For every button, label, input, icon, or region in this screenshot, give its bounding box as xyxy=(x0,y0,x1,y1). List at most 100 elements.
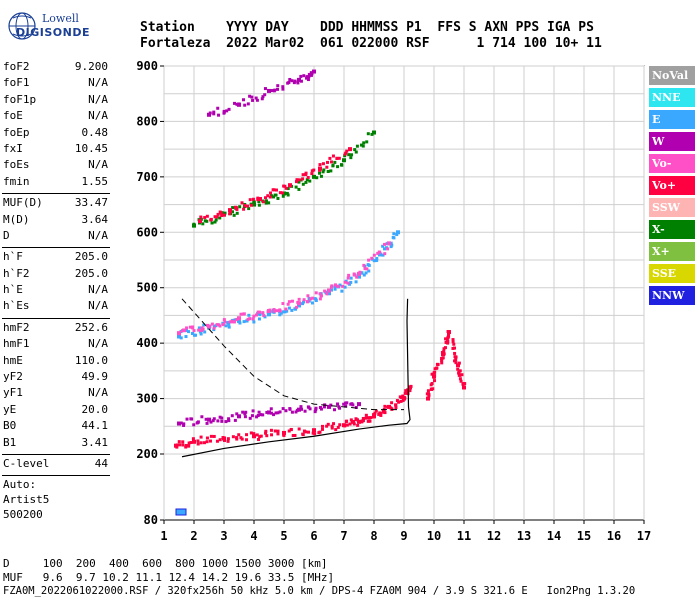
echo-point xyxy=(288,184,292,188)
echo-point xyxy=(333,285,337,289)
echo-point xyxy=(394,406,398,410)
echo-point xyxy=(335,156,339,160)
echo-point xyxy=(276,429,280,433)
echo-point xyxy=(367,269,371,273)
echo-point xyxy=(182,328,186,332)
param-value: N/A xyxy=(88,299,108,313)
echo-point xyxy=(223,320,227,324)
echo-point xyxy=(325,424,329,428)
echo-point xyxy=(230,210,234,214)
echo-point xyxy=(252,202,256,207)
echo-point xyxy=(242,320,246,324)
echo-point xyxy=(269,191,273,195)
echo-point xyxy=(187,444,191,448)
param-row: B0 44.1 xyxy=(0,419,112,435)
echo-point xyxy=(287,306,291,310)
echo-point xyxy=(260,97,264,101)
echo-point xyxy=(281,407,285,411)
echo-point xyxy=(299,405,303,409)
echo-point xyxy=(301,182,305,186)
echo-series xyxy=(177,241,391,336)
echo-point xyxy=(241,410,245,414)
echo-point xyxy=(257,437,261,441)
echo-point xyxy=(212,110,216,114)
echo-point xyxy=(248,94,252,98)
param-value: 3.41 xyxy=(81,435,109,449)
echo-point xyxy=(226,439,230,443)
echo-point xyxy=(270,89,274,93)
scaled-parameters-panel: foF2 9.200 foF1 N/A foF1p N/A foE N/A foEp 0.48 fx… xyxy=(0,60,112,523)
x-tick-label: 16 xyxy=(607,529,621,543)
echo-point xyxy=(312,168,316,172)
echo-point xyxy=(430,382,434,386)
echo-point xyxy=(462,385,466,390)
param-value: 9.200 xyxy=(74,60,108,73)
logo-brand-line1: Lowell xyxy=(42,12,79,25)
echo-point xyxy=(269,428,273,432)
echo-point xyxy=(292,81,296,85)
echo-point xyxy=(408,385,412,390)
echo-point xyxy=(459,379,463,383)
echo-point xyxy=(297,427,301,431)
echo-point xyxy=(381,253,385,257)
echo-point xyxy=(240,437,244,441)
echo-point xyxy=(322,405,326,409)
echo-point xyxy=(196,442,200,446)
echo-point xyxy=(264,431,268,435)
echo-point xyxy=(341,284,345,288)
param-row: MUF(D) 33.47 xyxy=(0,196,112,212)
echo-point xyxy=(266,194,270,198)
echo-point xyxy=(305,75,309,79)
echo-point xyxy=(336,165,340,169)
echo-point xyxy=(251,197,255,201)
echo-point xyxy=(318,166,322,171)
echo-point xyxy=(273,429,277,433)
echo-point xyxy=(321,424,325,428)
echo-point xyxy=(307,296,311,300)
param-value: N/A xyxy=(88,92,108,106)
echo-point xyxy=(203,219,207,223)
echo-point xyxy=(285,191,289,195)
echo-point xyxy=(200,415,204,419)
echo-point xyxy=(294,185,298,189)
echo-point xyxy=(383,411,387,415)
echo-point xyxy=(328,156,332,160)
echo-point xyxy=(218,324,222,328)
echo-point xyxy=(318,292,322,296)
echo-point xyxy=(294,410,298,414)
echo-point xyxy=(343,424,347,428)
echo-point xyxy=(254,313,258,317)
echo-point xyxy=(310,172,314,176)
echo-point xyxy=(348,282,352,286)
echo-point xyxy=(343,285,347,289)
echo-point xyxy=(265,434,269,438)
echo-point xyxy=(242,207,246,211)
echo-point xyxy=(354,150,358,154)
echo-point xyxy=(179,336,183,340)
echo-point xyxy=(219,211,223,215)
echo-point xyxy=(289,428,293,432)
echo-point xyxy=(203,216,207,220)
echo-point xyxy=(349,276,353,280)
echo-point xyxy=(224,324,228,328)
echo-point xyxy=(247,207,251,211)
echo-point xyxy=(309,297,313,301)
echo-point xyxy=(345,419,349,423)
echo-point xyxy=(336,284,340,288)
echo-point xyxy=(329,169,333,173)
lowell-digisonde-logo: Lowell DIGISONDE xyxy=(4,6,134,48)
echo-point xyxy=(185,417,189,421)
echo-point xyxy=(191,437,195,441)
echo-point xyxy=(446,329,450,333)
echo-point xyxy=(282,430,286,435)
echo-point xyxy=(243,103,247,107)
legend-entry: SSW xyxy=(649,198,695,217)
echo-point xyxy=(357,274,361,279)
echo-point xyxy=(225,109,229,113)
echo-point xyxy=(387,404,391,409)
echo-point xyxy=(293,307,297,311)
echo-point xyxy=(209,217,213,221)
echo-point xyxy=(304,180,308,184)
echo-point xyxy=(258,197,262,202)
echo-point xyxy=(248,416,252,420)
